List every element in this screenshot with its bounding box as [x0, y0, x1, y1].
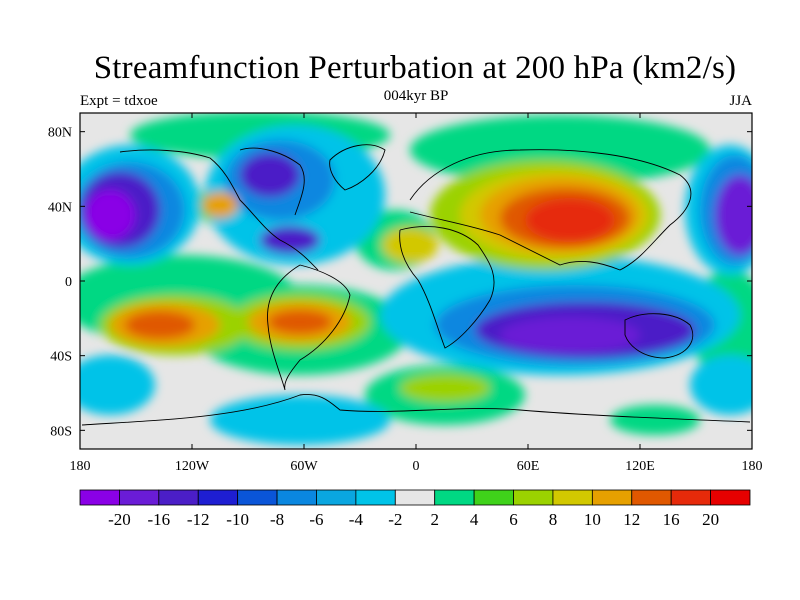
- lon-tick-label: 180: [70, 459, 91, 474]
- colorbar-label: 2: [430, 510, 439, 529]
- colorbar-label: -10: [226, 510, 249, 529]
- colorbar-swatch: [473, 489, 514, 506]
- season-label: JJA: [729, 93, 752, 109]
- colorbar-swatch: [79, 489, 120, 506]
- colorbar-label: 4: [470, 510, 479, 529]
- colorbar-swatch: [394, 489, 436, 506]
- lon-tick-label: 60E: [517, 459, 540, 474]
- colorbar-swatch: [158, 489, 199, 506]
- lon-tick-label: 120W: [175, 459, 210, 474]
- colorbar-label: 16: [663, 510, 680, 529]
- colorbar-swatch: [513, 489, 554, 506]
- colorbar-label: 10: [584, 510, 601, 529]
- map-field: [80, 113, 752, 449]
- colorbar-swatch: [591, 489, 633, 506]
- lat-tick-label: 40S: [50, 350, 72, 365]
- lon-tick-label: 0: [413, 459, 420, 474]
- lat-tick-label: 80N: [48, 126, 72, 141]
- colorbar-swatch: [197, 489, 239, 506]
- colorbar-swatch: [355, 489, 396, 506]
- australia-coast: [624, 313, 694, 359]
- antarctica-coast: [81, 394, 751, 426]
- experiment-label: Expt = tdxoe: [80, 93, 158, 109]
- colorbar-label: 12: [623, 510, 640, 529]
- colorbar-label: -8: [270, 510, 284, 529]
- colorbar-label: 6: [509, 510, 518, 529]
- colorbar-swatch: [119, 489, 160, 506]
- map-axes: 180 120W 60W 0 60E 120E 180 80N 40N 0 40S 80S: [48, 113, 763, 474]
- lon-tick-label: 60W: [290, 459, 318, 474]
- south-america-coast: [267, 264, 351, 391]
- greenland-coast: [329, 144, 386, 191]
- colorbar-label: -2: [388, 510, 402, 529]
- colorbar: -20 -16 -12 -10 -8 -6 -4 -2 2 4 6 8 10 12 16 20: [79, 489, 751, 529]
- chart-title: Streamfunction Perturbation at 200 hPa (…: [93, 50, 737, 86]
- colorbar-label: -20: [108, 510, 131, 529]
- africa-coast: [399, 226, 495, 349]
- colorbar-swatch: [670, 489, 711, 506]
- colorbar-label: -12: [187, 510, 210, 529]
- eurasia-coast: [409, 149, 692, 271]
- colorbar-swatch: [552, 489, 593, 506]
- colorbar-label: -6: [309, 510, 323, 529]
- colorbar-swatch: [276, 489, 317, 506]
- lat-tick-label: 40N: [48, 200, 72, 215]
- lon-tick-label: 180: [742, 459, 763, 474]
- colorbar-label: -4: [349, 510, 364, 529]
- colorbar-label: 20: [702, 510, 719, 529]
- lat-tick-label: 80S: [50, 424, 72, 439]
- colorbar-swatch: [237, 489, 278, 506]
- coastlines: [81, 144, 751, 426]
- colorbar-swatch: [710, 489, 751, 506]
- lat-tick-label: 0: [65, 275, 72, 290]
- lon-tick-label: 120E: [625, 459, 655, 474]
- colorbar-swatch: [631, 489, 672, 506]
- colorbar-swatch: [316, 489, 357, 506]
- colorbar-swatch: [434, 489, 475, 506]
- north-america-coast: [119, 147, 319, 271]
- colorbar-label: -16: [147, 510, 170, 529]
- colorbar-label: 8: [549, 510, 558, 529]
- period-label: 004kyr BP: [383, 88, 449, 104]
